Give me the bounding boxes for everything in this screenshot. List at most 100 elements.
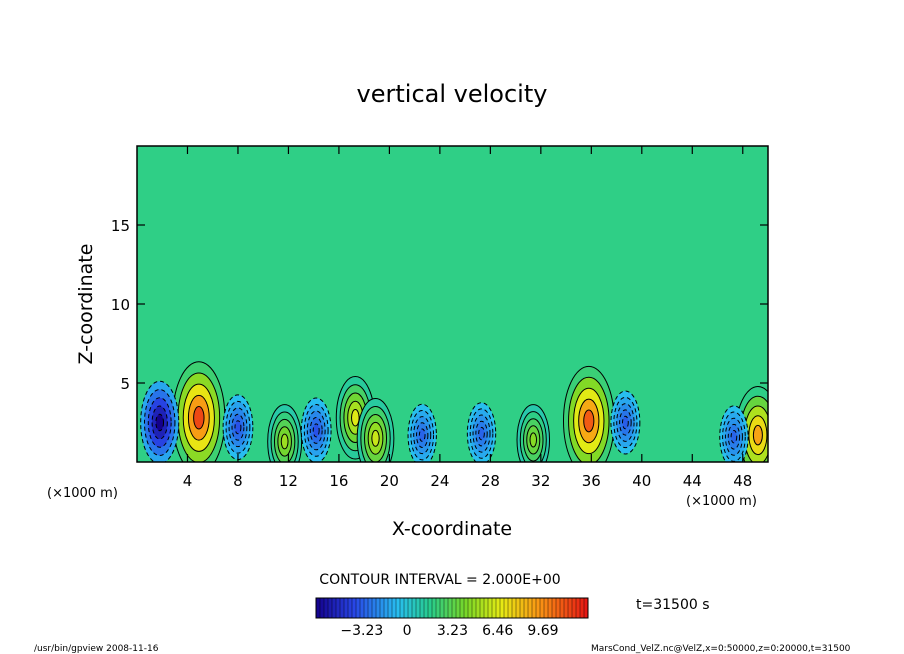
colorbar-swatch — [528, 598, 533, 618]
colorbar-swatch — [348, 598, 353, 618]
downdraft-cell-14 — [719, 405, 749, 462]
colorbar-swatch — [508, 598, 513, 618]
y-tick-label: 5 — [120, 375, 130, 393]
colorbar-swatch — [424, 598, 429, 618]
updraft-cell-6 — [267, 404, 303, 462]
colorbar — [315, 597, 589, 619]
colorbar-tick-label: 6.46 — [482, 623, 513, 639]
colorbar-swatch — [328, 598, 333, 618]
updraft-cell-7 — [516, 404, 551, 462]
updraft-cell-2 — [562, 365, 615, 462]
colorbar-swatch — [512, 598, 517, 618]
x-axis-ticks: 4 8 12 16 20 24 28 32 36 40 44 48 — [183, 146, 752, 490]
colorbar-swatch — [464, 598, 469, 618]
time-label: t=31500 s — [636, 597, 710, 613]
colorbar-swatch — [472, 598, 477, 618]
colorbar-tick-label: 9.69 — [527, 623, 558, 639]
colorbar-swatch — [416, 598, 421, 618]
colorbar-swatch — [476, 598, 481, 618]
colorbar-swatch — [316, 598, 321, 618]
x-tick-label: 16 — [329, 472, 348, 490]
colorbar-swatch — [580, 598, 585, 618]
colorbar-swatch — [420, 598, 425, 618]
colorbar-swatch — [400, 598, 405, 618]
updraft-cell-1 — [172, 361, 226, 462]
y-axis-label: Z-coordinate — [75, 244, 97, 365]
colorbar-swatch — [388, 598, 393, 618]
downdraft-cell-11 — [407, 403, 437, 462]
colorbar-swatch — [452, 598, 457, 618]
colorbar-swatch — [480, 598, 485, 618]
colorbar-swatch — [496, 598, 501, 618]
x-tick-label: 48 — [733, 472, 752, 490]
x-tick-label: 12 — [279, 472, 298, 490]
colorbar-swatch — [484, 598, 489, 618]
colorbar-swatch — [548, 598, 553, 618]
colorbar-swatch — [568, 598, 573, 618]
colorbar-swatch — [432, 598, 437, 618]
colorbar-swatch — [356, 598, 361, 618]
colorbar-swatch — [552, 598, 557, 618]
colorbar-swatch — [584, 598, 589, 618]
x-tick-label: 36 — [582, 472, 601, 490]
colorbar-swatch — [516, 598, 521, 618]
y-tick-label: 15 — [111, 217, 130, 235]
downdraft-cell-10 — [300, 397, 332, 462]
colorbar-swatch — [404, 598, 409, 618]
downdraft-cell-9 — [222, 394, 254, 461]
colorbar-swatch — [352, 598, 357, 618]
colorbar-frame — [315, 597, 589, 619]
contour-interval-label: CONTOUR INTERVAL = 2.000E+00 — [319, 572, 560, 588]
x-tick-label: 24 — [430, 472, 449, 490]
updraft-cell-5 — [356, 398, 395, 462]
colorbar-swatch — [436, 598, 441, 618]
colorbar-swatch — [540, 598, 545, 618]
colorbar-swatch — [384, 598, 389, 618]
x-tick-label: 4 — [183, 472, 193, 490]
colorbar-swatch — [444, 598, 449, 618]
colorbar-swatch — [488, 598, 493, 618]
colorbar-swatch — [332, 598, 337, 618]
x-tick-label: 20 — [380, 472, 399, 490]
colorbar-tick-label: −3.23 — [340, 623, 383, 639]
footer-program: /usr/bin/gpview 2008-11-16 — [34, 644, 159, 654]
colorbar-swatch — [504, 598, 509, 618]
colorbar-swatch — [380, 598, 385, 618]
colorbar-swatch — [392, 598, 397, 618]
chart-title: vertical velocity — [357, 80, 548, 108]
x-tick-label: 44 — [683, 472, 702, 490]
colorbar-swatch — [556, 598, 561, 618]
colorbar-swatch — [564, 598, 569, 618]
colorbar-swatch — [324, 598, 329, 618]
colorbar-swatch — [320, 598, 325, 618]
colorbar-swatch — [572, 598, 577, 618]
x-tick-label: 40 — [632, 472, 651, 490]
colorbar-swatch — [336, 598, 341, 618]
x-tick-label: 8 — [233, 472, 243, 490]
colorbar-ticks: −3.23 0 3.23 6.46 9.69 — [340, 623, 558, 639]
y-axis-ticks: 5 10 15 — [111, 217, 768, 393]
contour-field — [137, 146, 768, 462]
downdraft-cell-12 — [466, 402, 497, 462]
colorbar-swatch — [448, 598, 453, 618]
downdraft-cell-13 — [610, 390, 641, 455]
colorbar-swatch — [460, 598, 465, 618]
x-axis-unit-left: (×1000 m) — [47, 486, 118, 501]
colorbar-swatch — [412, 598, 417, 618]
x-axis-unit-right: (×1000 m) — [686, 494, 757, 509]
colorbar-swatch — [492, 598, 497, 618]
colorbar-swatch — [544, 598, 549, 618]
colorbar-swatch — [536, 598, 541, 618]
colorbar-swatch — [360, 598, 365, 618]
x-axis-label: X-coordinate — [392, 518, 512, 540]
downdraft-cell-8 — [140, 380, 180, 462]
colorbar-swatch — [340, 598, 345, 618]
footer-source: MarsCond_VelZ.nc@VelZ,x=0:50000,z=0:2000… — [591, 644, 851, 654]
x-tick-label: 32 — [531, 472, 550, 490]
colorbar-swatch — [524, 598, 529, 618]
colorbar-swatch — [364, 598, 369, 618]
colorbar-swatch — [368, 598, 373, 618]
colorbar-swatch — [576, 598, 581, 618]
colorbar-swatch — [532, 598, 537, 618]
